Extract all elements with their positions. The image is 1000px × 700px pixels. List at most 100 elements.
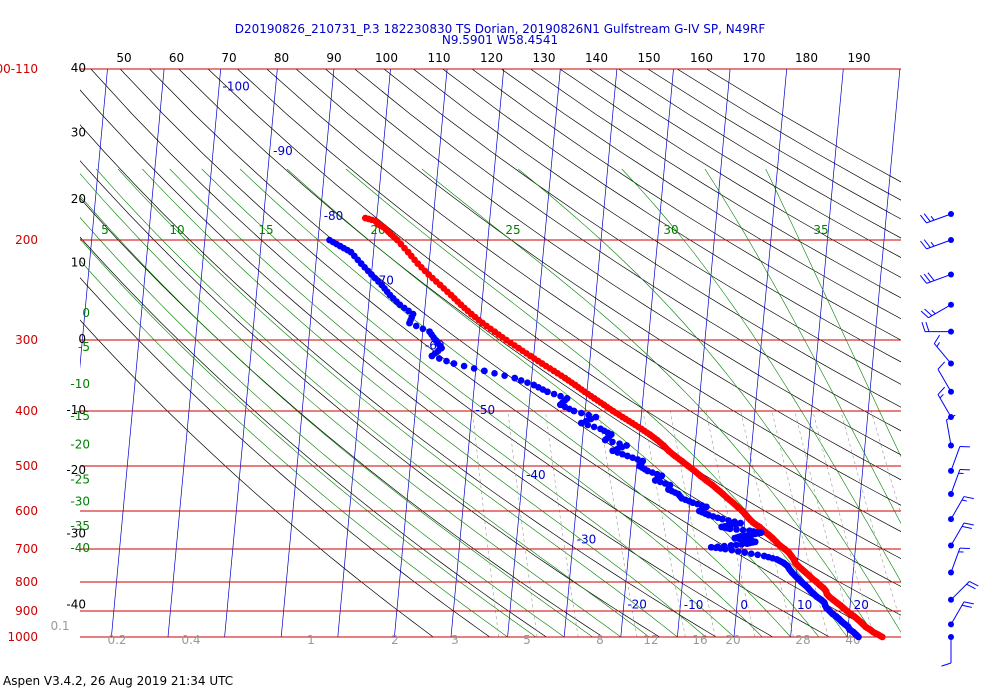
- wind-barb-staff: [926, 213, 952, 224]
- dry-adiabat-line: [80, 236, 547, 638]
- mixing-ratio-line: [507, 410, 538, 638]
- mixing-ratio-label: 1: [307, 633, 315, 647]
- wind-barb: [948, 469, 970, 497]
- dewpoint-point: [557, 392, 564, 400]
- isotherm-line: [960, 14, 1000, 637]
- wind-barb-staff: [950, 547, 961, 573]
- dewpoint-point: [741, 549, 748, 556]
- moist-adiabat-label: -10: [70, 377, 90, 391]
- dry-adiabat-line: [236, 69, 901, 532]
- wind-barb-staff: [950, 496, 965, 520]
- dewpoint-point: [511, 374, 518, 382]
- wind-barb-flag: [924, 308, 933, 317]
- dewpoint-point: [501, 372, 508, 379]
- moist-adiabat-line: [80, 259, 508, 638]
- wind-barb: [920, 210, 954, 224]
- isotherm-label: -40: [526, 468, 546, 482]
- dewpoint-point: [517, 377, 525, 384]
- wind-barb-flag: [930, 241, 935, 247]
- dewpoint-point: [609, 438, 616, 446]
- dry-adiabat-line: [354, 69, 901, 432]
- wind-barb-staff: [950, 522, 965, 546]
- top-tick-label: 70: [221, 51, 236, 65]
- wind-barb-flag: [966, 583, 976, 590]
- top-tick-label: 130: [533, 51, 556, 65]
- pressure-tick-label: 500: [15, 459, 38, 473]
- temperature-point: [362, 214, 369, 222]
- dry-adiabat-line: [266, 69, 901, 506]
- sounding-traces: [326, 214, 886, 641]
- dewpoint-point: [578, 409, 585, 417]
- dry-adiabat-label: 20: [71, 192, 86, 206]
- wind-barb-flag: [930, 215, 935, 221]
- dry-adiabat-line: [178, 69, 901, 587]
- wind-barb-staff: [950, 581, 970, 601]
- wind-barb-flag: [920, 275, 927, 284]
- isotherm-label: -90: [273, 144, 293, 158]
- dewpoint-point: [639, 457, 647, 465]
- dry-adiabat-line: [80, 197, 604, 638]
- isotherm-label: -10: [684, 598, 704, 612]
- dry-adiabat-label: -10: [66, 403, 86, 417]
- isotherm-label: -50: [475, 403, 495, 417]
- wind-barb-flag: [923, 213, 931, 222]
- dewpoint-point: [550, 390, 558, 398]
- mixing-ratio-line: [740, 410, 794, 638]
- isotherm-line: [507, 69, 561, 638]
- wind-barb-staff: [950, 601, 965, 625]
- dewpoint-point: [426, 328, 433, 335]
- isotherm-label: -30: [577, 533, 597, 547]
- wind-barb: [937, 361, 954, 395]
- top-tick-label: 140: [585, 51, 608, 65]
- isotherm-label: -80: [324, 209, 344, 223]
- pressure-tick-label: 100-110: [0, 62, 38, 76]
- top-tick-label: 90: [326, 51, 341, 65]
- isotherm-line: [337, 69, 391, 638]
- wind-barb-staff: [926, 239, 952, 250]
- pressure-tick-label: 700: [15, 542, 38, 556]
- isotherm-line: [80, 69, 108, 370]
- top-tick-label: 50: [116, 51, 131, 65]
- wind-barb-flag: [920, 240, 927, 250]
- mixing-ratio-label: 16: [692, 633, 707, 647]
- footer-version: Aspen V3.4.2, 26 Aug 2019 21:34 UTC: [3, 674, 234, 688]
- mixing-ratio-label: 12: [643, 633, 658, 647]
- dry-adiabat-line: [149, 69, 901, 616]
- dewpoint-point: [585, 411, 592, 419]
- dry-adiabat-line: [90, 69, 830, 638]
- wind-barb: [921, 321, 954, 335]
- wind-barb-flag: [939, 393, 944, 399]
- dewpoint-point: [731, 518, 738, 526]
- wind-barb-flag: [921, 321, 926, 332]
- moist-adiabat-line: [201, 168, 763, 638]
- moist-adiabat-line: [704, 168, 901, 525]
- dewpoint-point: [616, 440, 623, 447]
- wind-barb-staff: [950, 469, 961, 495]
- dry-adiabat-line: [295, 69, 901, 481]
- dry-adiabat-line: [80, 160, 660, 638]
- wind-barb-flag: [946, 414, 956, 421]
- dewpoint-point: [592, 413, 600, 421]
- moist-adiabat-line: [80, 173, 621, 638]
- dewpoint-point: [524, 379, 531, 387]
- mixing-ratio-label: 3: [451, 633, 459, 647]
- mixing-ratio-label: 8: [596, 633, 604, 647]
- dewpoint-point: [530, 381, 538, 389]
- top-tick-label: 180: [795, 51, 818, 65]
- dewpoint-point: [733, 541, 740, 549]
- dry-adiabat-line: [80, 319, 434, 638]
- grid-lines: [80, 14, 1000, 638]
- wind-barb-staff: [926, 273, 952, 284]
- dewpoint-point: [597, 425, 604, 433]
- moist-adiabat-label: -5: [78, 340, 90, 354]
- isotherm-line: [394, 69, 448, 638]
- dewpoint-point: [634, 456, 642, 463]
- dry-adiabat-line: [324, 69, 901, 456]
- axis-labels: 100-110200300400500600700800900100050607…: [0, 51, 870, 647]
- wind-barb: [948, 496, 974, 523]
- dewpoint-point: [443, 357, 450, 365]
- dewpoint-point: [412, 322, 420, 330]
- wind-barb: [948, 522, 974, 549]
- moist-adiabat-label: -35: [70, 519, 90, 533]
- dewpoint-point: [419, 325, 427, 333]
